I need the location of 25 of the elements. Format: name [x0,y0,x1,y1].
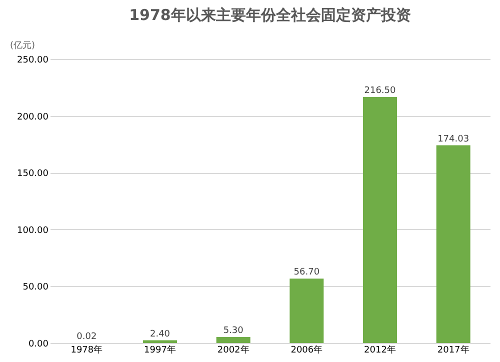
data-label: 216.50 [364,86,396,96]
data-label: 56.70 [294,268,320,278]
y-tick-label: 250.00 [17,56,49,66]
bar [143,340,177,343]
bar [363,97,397,343]
x-tick-label: 2017年 [437,344,470,356]
y-tick-label: 150.00 [17,169,49,180]
x-tick-label: 2012年 [364,344,396,356]
data-label: 2.40 [150,329,170,340]
y-tick-label: 0.00 [28,340,49,350]
data-label: 5.30 [223,326,244,336]
data-label: 174.03 [438,134,470,144]
y-tick-label: 50.00 [22,282,49,293]
data-label: 0.02 [76,332,97,342]
y-axis-title: (亿元) [10,40,36,51]
bar [216,336,250,343]
bar [290,278,324,343]
x-tick-label: 2006年 [290,344,323,356]
x-tick-label: 1978年 [70,344,103,356]
y-tick-label: 100.00 [17,226,49,236]
y-tick-label: 200.00 [17,112,49,122]
chart-title: 1978年以来主要年份全社会固定资产投资 [129,6,411,24]
x-tick-label: 1997年 [144,344,176,356]
x-tick-label: 2002年 [217,344,250,356]
bar [436,145,470,343]
